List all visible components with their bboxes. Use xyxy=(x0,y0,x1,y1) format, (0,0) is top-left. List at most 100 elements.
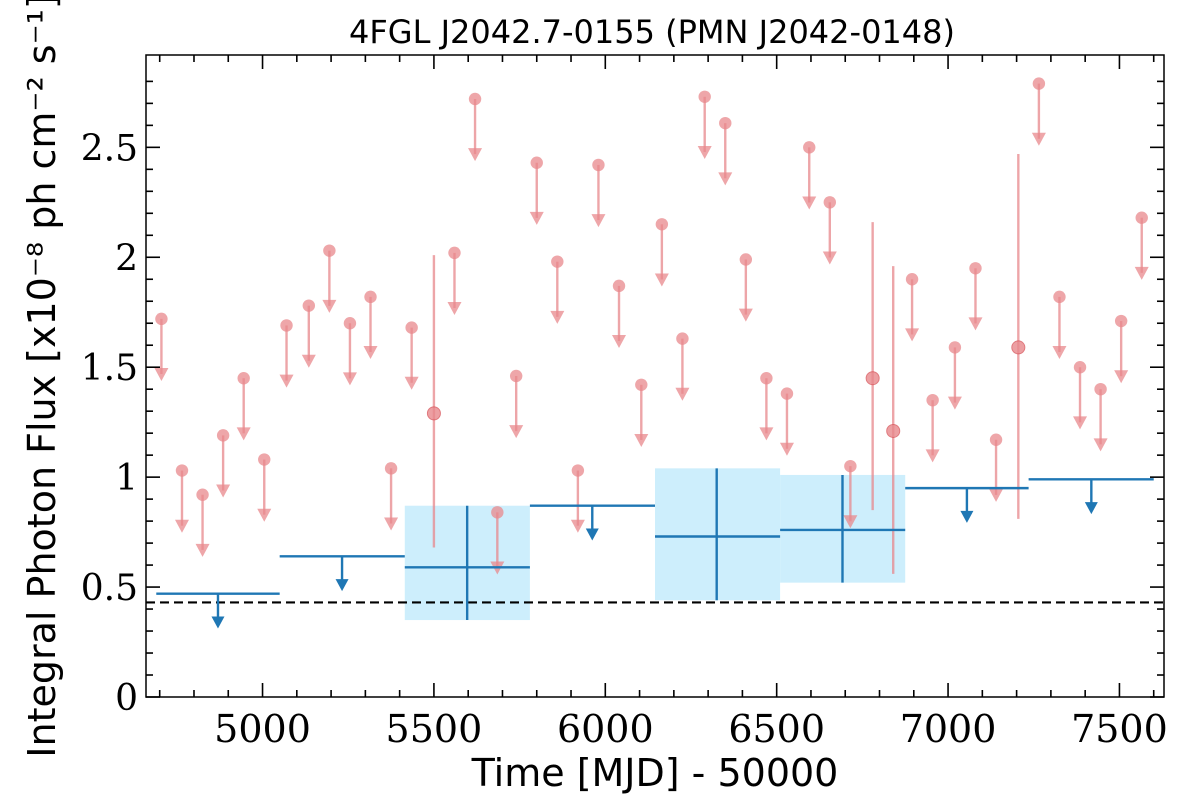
short-bin-upper-limit-arrow xyxy=(363,346,378,360)
y-tick-label: 2.5 xyxy=(81,128,138,169)
short-bin-upper-limit-point xyxy=(926,393,939,407)
short-bin-upper-limit-point xyxy=(739,253,753,266)
short-bin-upper-limit-point xyxy=(196,488,209,501)
x-tick-label: 7500 xyxy=(1071,707,1168,751)
short-bin-upper-limit-point xyxy=(989,433,1003,446)
short-bin-detection-point xyxy=(865,371,880,386)
y-tick-label: 1.5 xyxy=(81,348,138,389)
short-bin-upper-limit-point xyxy=(302,299,316,312)
short-bin-upper-limit-point xyxy=(844,459,857,473)
short-bin-upper-limit-arrow xyxy=(570,519,585,533)
short-bin-upper-limit-arrow xyxy=(1052,346,1067,360)
x-tick-label: 6000 xyxy=(557,707,654,751)
short-bin-upper-limit-point xyxy=(719,116,732,130)
short-bin-upper-limit-point xyxy=(1135,211,1148,224)
short-bin-upper-limit-point xyxy=(343,317,357,330)
long-bin-upper-limit-arrow xyxy=(1084,502,1098,515)
short-bin-upper-limit-arrow xyxy=(591,214,606,228)
short-bin-upper-limit-arrow xyxy=(1031,132,1046,146)
short-bin-upper-limit-point xyxy=(655,218,669,231)
short-bin-detection-point xyxy=(886,423,901,438)
short-bin-upper-limit-point xyxy=(571,464,585,477)
x-tick-label: 6500 xyxy=(728,707,825,751)
short-bin-upper-limit-point xyxy=(384,462,398,475)
short-bin-upper-limit-arrow xyxy=(675,387,690,401)
short-bin-upper-limit-arrow xyxy=(342,372,357,386)
chart-title: 4FGL J2042.7-0155 (PMN J2042-0148) xyxy=(349,13,955,51)
short-bin-upper-limit-arrow xyxy=(989,488,1004,502)
short-bin-upper-limit-arrow xyxy=(529,211,544,225)
short-bin-upper-limit-point xyxy=(823,196,837,209)
short-bin-upper-limit-point xyxy=(803,141,816,154)
short-bin-upper-limit-arrow xyxy=(612,335,627,349)
short-bin-upper-limit-arrow xyxy=(236,427,251,441)
short-bin-upper-limit-point xyxy=(905,273,919,286)
short-bin-upper-limit-arrow xyxy=(384,517,399,531)
short-bin-upper-limit-arrow xyxy=(174,519,189,533)
short-bin-upper-limit-arrow xyxy=(634,433,649,447)
short-bin-upper-limit-arrow xyxy=(947,396,962,410)
axes-frame xyxy=(145,54,1165,698)
short-bin-upper-limit-point xyxy=(780,387,794,400)
x-axis-label: Time [MJD] - 50000 xyxy=(471,751,839,795)
short-bin-upper-limit-point xyxy=(491,506,504,519)
short-bin-upper-limit-point xyxy=(530,156,543,169)
short-bin-upper-limit-point xyxy=(1053,290,1066,304)
short-bin-upper-limit-point xyxy=(237,371,250,385)
short-bin-upper-limit-arrow xyxy=(404,376,419,390)
y-tick-label: 1 xyxy=(115,458,138,499)
x-tick-label: 5000 xyxy=(214,707,311,751)
short-bin-upper-limit-arrow xyxy=(843,515,858,529)
short-bin-upper-limit-point xyxy=(1032,77,1046,90)
short-bin-upper-limit-arrow xyxy=(468,148,483,162)
short-bin-upper-limit-arrow xyxy=(216,484,231,498)
long-bin-upper-limit-arrow xyxy=(335,579,349,592)
short-bin-upper-limit-arrow xyxy=(1114,370,1129,384)
short-bin-upper-limit-arrow xyxy=(925,449,940,463)
short-bin-upper-limit-point xyxy=(948,341,962,354)
plot-area xyxy=(146,77,1164,629)
short-bin-upper-limit-arrow xyxy=(447,302,462,316)
short-bin-upper-limit-point xyxy=(698,90,711,103)
short-bin-upper-limit-point xyxy=(405,321,418,334)
short-bin-upper-limit-arrow xyxy=(550,310,565,324)
short-bin-upper-limit-point xyxy=(760,371,773,385)
short-bin-upper-limit-point xyxy=(258,453,271,466)
short-bin-upper-limit-point xyxy=(448,246,461,260)
short-bin-upper-limit-arrow xyxy=(779,442,794,456)
short-bin-upper-limit-point xyxy=(551,255,564,268)
short-bin-upper-limit-arrow xyxy=(509,425,524,439)
short-bin-upper-limit-arrow xyxy=(154,368,169,381)
short-bin-upper-limit-point xyxy=(1073,361,1087,374)
long-bin-upper-limit-arrow xyxy=(960,510,974,523)
short-bin-upper-limit-arrow xyxy=(1073,416,1088,430)
short-bin-upper-limit-arrow xyxy=(759,427,774,441)
short-bin-upper-limit-arrow xyxy=(257,508,272,522)
short-bin-upper-limit-arrow xyxy=(301,354,316,368)
short-bin-upper-limit-arrow xyxy=(905,328,920,342)
y-tick-label: 2 xyxy=(115,238,138,279)
short-bin-detection-point xyxy=(1011,340,1026,355)
short-bin-upper-limit-point xyxy=(676,332,689,345)
short-bin-upper-limit-arrow xyxy=(322,299,337,313)
y-tick-label: 0 xyxy=(115,678,138,719)
short-bin-upper-limit-point xyxy=(509,369,523,383)
short-bin-upper-limit-arrow xyxy=(654,273,669,287)
short-bin-upper-limit-point xyxy=(468,92,482,106)
short-bin-upper-limit-arrow xyxy=(279,374,294,388)
x-tick-label: 5500 xyxy=(386,707,483,751)
short-bin-upper-limit-point xyxy=(1114,314,1128,328)
short-bin-upper-limit-arrow xyxy=(802,196,817,210)
short-bin-upper-limit-arrow xyxy=(822,251,837,265)
short-bin-upper-limit-point xyxy=(364,290,377,304)
short-bin-upper-limit-arrow xyxy=(968,317,983,331)
short-bin-upper-limit-point xyxy=(635,378,648,391)
short-bin-upper-limit-point xyxy=(216,429,230,442)
short-bin-upper-limit-arrow xyxy=(718,172,733,186)
short-bin-upper-limit-arrow xyxy=(1134,266,1149,280)
short-bin-upper-limit-point xyxy=(592,158,605,172)
x-tick-label: 7000 xyxy=(900,707,997,751)
short-bin-upper-limit-point xyxy=(280,319,293,332)
short-bin-upper-limit-arrow xyxy=(738,308,753,322)
